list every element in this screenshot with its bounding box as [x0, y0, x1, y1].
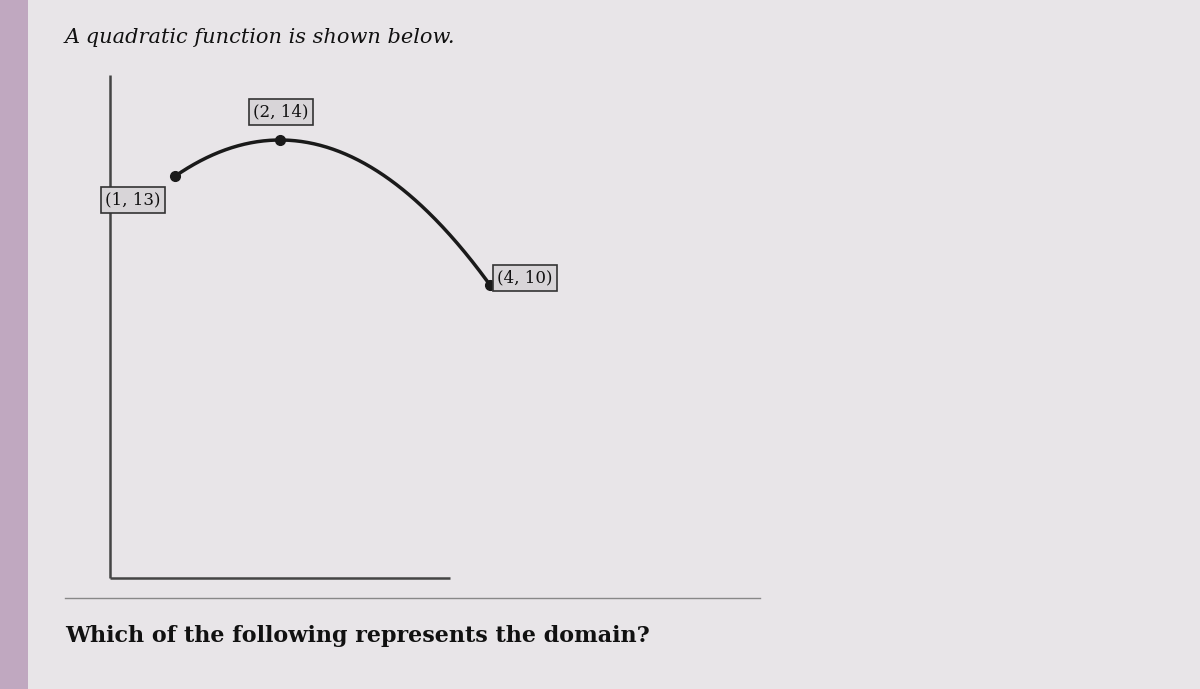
Text: (1, 13): (1, 13) [106, 192, 161, 209]
Text: (4, 10): (4, 10) [497, 269, 552, 287]
Text: A quadratic function is shown below.: A quadratic function is shown below. [65, 28, 456, 47]
Text: (2, 14): (2, 14) [253, 103, 308, 121]
Text: Which of the following represents the domain?: Which of the following represents the do… [65, 625, 649, 647]
Bar [0, 0, 28, 689]
